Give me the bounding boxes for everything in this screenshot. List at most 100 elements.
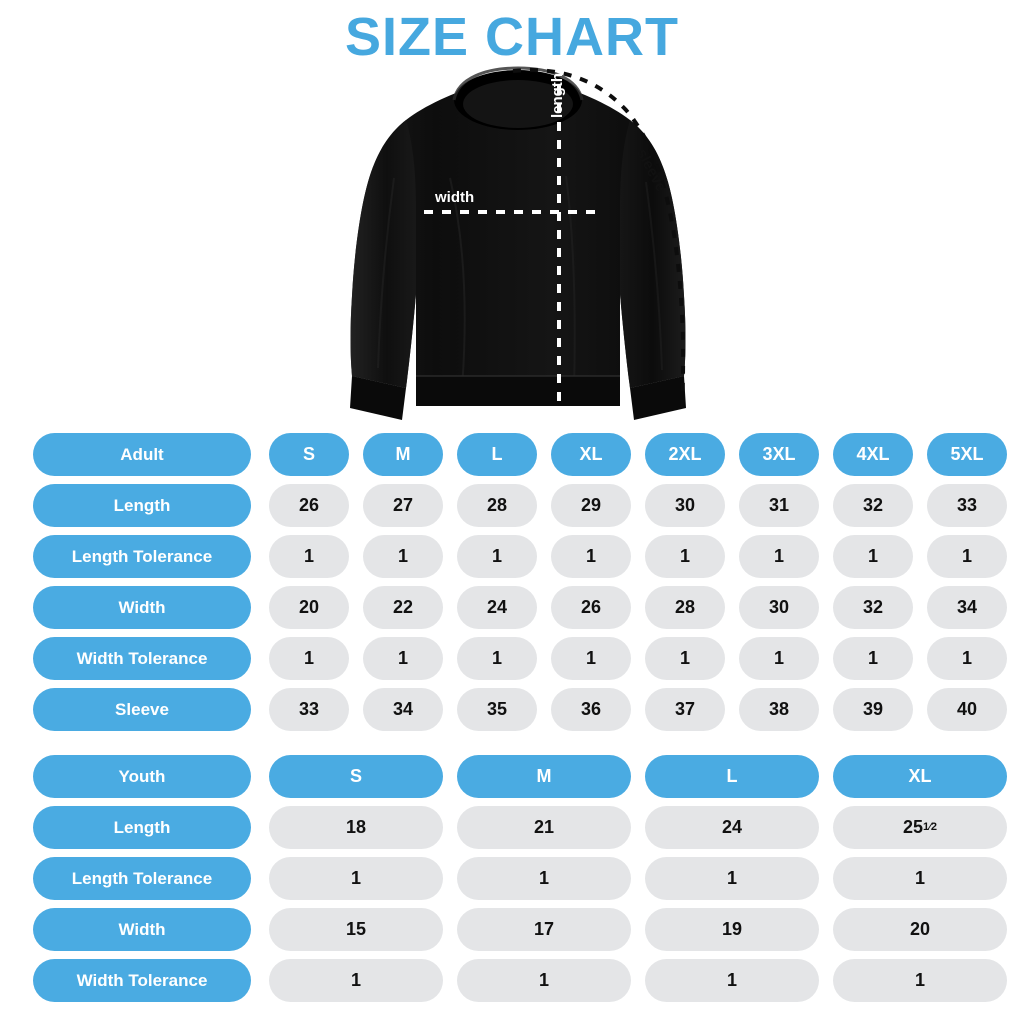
data-cell: 34: [363, 688, 443, 731]
adult-size-table: Adult S M L XL 2XL 3XL 4XL 5XL Length 26…: [33, 433, 1007, 731]
adult-column-header: M: [363, 433, 443, 476]
adult-header-row: Adult S M L XL 2XL 3XL 4XL 5XL: [33, 433, 1007, 476]
adult-column-header: 3XL: [739, 433, 819, 476]
data-cell: 1: [363, 637, 443, 680]
data-cell: 1: [457, 857, 631, 900]
data-cell: 28: [457, 484, 537, 527]
measurement-guides: [424, 68, 686, 411]
data-cell: 33: [927, 484, 1007, 527]
collar: [452, 66, 584, 130]
adult-column-header: XL: [551, 433, 631, 476]
garment-body: [350, 74, 686, 406]
data-cell: 28: [645, 586, 725, 629]
data-cell: 18: [269, 806, 443, 849]
sleeve-guide-line: [512, 68, 686, 411]
table-row: Width 20 22 24 26 28 30 32 34: [33, 586, 1007, 629]
length-measure-label: length: [549, 73, 566, 118]
data-cell: 1: [457, 959, 631, 1002]
data-cell: 30: [739, 586, 819, 629]
table-row: Width Tolerance 1 1 1 1 1 1 1 1: [33, 637, 1007, 680]
data-cell: 1: [457, 535, 537, 578]
data-cell: 35: [457, 688, 537, 731]
data-cell: 1: [833, 637, 913, 680]
data-cell: 1: [457, 637, 537, 680]
youth-column-header: M: [457, 755, 631, 798]
adult-column-header: S: [269, 433, 349, 476]
row-label: Length Tolerance: [33, 535, 251, 578]
data-cell: 37: [645, 688, 725, 731]
waistband: [416, 375, 620, 406]
sweatshirt-svg: [350, 66, 686, 420]
data-cell: 1: [927, 535, 1007, 578]
adult-column-header: 5XL: [927, 433, 1007, 476]
data-cell: 1: [269, 857, 443, 900]
table-row: Length Tolerance 1 1 1 1: [33, 857, 1007, 900]
data-cell: 1: [927, 637, 1007, 680]
data-cell: 32: [833, 484, 913, 527]
row-label: Width Tolerance: [33, 959, 251, 1002]
table-row: Width Tolerance 1 1 1 1: [33, 959, 1007, 1002]
table-row: Length 26 27 28 29 30 31 32 33: [33, 484, 1007, 527]
youth-header-row: Youth S M L XL: [33, 755, 1007, 798]
data-cell-fraction: 25 1⁄2: [833, 806, 1007, 849]
width-measure-label: width: [435, 189, 475, 206]
data-cell: 1: [833, 959, 1007, 1002]
youth-column-header: XL: [833, 755, 1007, 798]
youth-column-header: L: [645, 755, 819, 798]
data-cell: 24: [457, 586, 537, 629]
data-cell: 20: [269, 586, 349, 629]
data-cell: 1: [645, 959, 819, 1002]
data-cell: 1: [269, 535, 349, 578]
data-cell: 1: [833, 535, 913, 578]
row-label: Width Tolerance: [33, 637, 251, 680]
adult-column-header: 4XL: [833, 433, 913, 476]
data-cell: 29: [551, 484, 631, 527]
data-cell: 22: [363, 586, 443, 629]
row-label: Length Tolerance: [33, 857, 251, 900]
youth-size-table: Youth S M L XL Length 18 21 24 25 1⁄2 Len…: [33, 755, 1007, 1002]
data-cell: 26: [551, 586, 631, 629]
data-cell: 24: [645, 806, 819, 849]
data-cell: 1: [363, 535, 443, 578]
data-cell: 1: [645, 857, 819, 900]
row-label: Width: [33, 908, 251, 951]
data-cell: 1: [551, 637, 631, 680]
row-label: Length: [33, 484, 251, 527]
data-cell: 34: [927, 586, 1007, 629]
data-cell: 21: [457, 806, 631, 849]
data-cell: 1: [551, 535, 631, 578]
youth-column-header: S: [269, 755, 443, 798]
data-cell: 32: [833, 586, 913, 629]
data-cell: 33: [269, 688, 349, 731]
data-cell: 19: [645, 908, 819, 951]
data-cell: 1: [739, 535, 819, 578]
data-cell: 1: [645, 535, 725, 578]
data-cell: 20: [833, 908, 1007, 951]
data-cell: 1: [269, 959, 443, 1002]
adult-column-header: L: [457, 433, 537, 476]
page-title: SIZE CHART: [345, 7, 679, 67]
data-cell: 40: [927, 688, 1007, 731]
table-row: Width 15 17 19 20: [33, 908, 1007, 951]
data-cell: 39: [833, 688, 913, 731]
data-cell: 31: [739, 484, 819, 527]
row-label: Length: [33, 806, 251, 849]
table-row: Sleeve 33 34 35 36 37 38 39 40: [33, 688, 1007, 731]
data-cell: 1: [269, 637, 349, 680]
data-cell: 36: [551, 688, 631, 731]
data-cell: 1: [833, 857, 1007, 900]
data-cell: 26: [269, 484, 349, 527]
data-cell: 38: [739, 688, 819, 731]
data-cell: 17: [457, 908, 631, 951]
table-row: Length Tolerance 1 1 1 1 1 1 1 1: [33, 535, 1007, 578]
data-cell: 1: [739, 637, 819, 680]
data-cell: 15: [269, 908, 443, 951]
row-label: Sleeve: [33, 688, 251, 731]
adult-table-title: Adult: [33, 433, 251, 476]
cuffs: [350, 376, 686, 420]
data-cell: 27: [363, 484, 443, 527]
sweatshirt-illustration: width length sleeve: [330, 58, 710, 430]
youth-table-title: Youth: [33, 755, 251, 798]
table-row: Length 18 21 24 25 1⁄2: [33, 806, 1007, 849]
